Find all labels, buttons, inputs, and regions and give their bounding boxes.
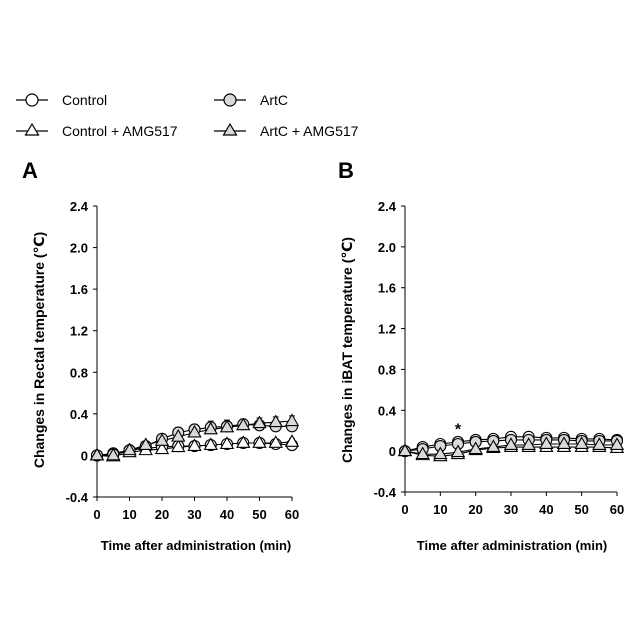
panel-a-x-tick-label: 30 [187, 507, 201, 522]
panel-a-y-tick-label: 1.2 [70, 324, 88, 339]
legend-label-artc-amg517: ArtC + AMG517 [260, 123, 359, 139]
panel-b-x-tick-label: 40 [539, 502, 553, 517]
panel-b-letter: B [338, 158, 354, 183]
panel-a-x-tick-label: 0 [93, 507, 100, 522]
panel-b-y-tick-label: 0.8 [378, 362, 396, 377]
panel-b-y-tick-label: 2.0 [378, 240, 396, 255]
panel-a-x-tick-label: 40 [220, 507, 234, 522]
panel-a-x-axis-title: Time after administration (min) [101, 538, 291, 553]
legend-label-control-amg517: Control + AMG517 [62, 123, 178, 139]
panel-a-y-tick-label: 0.4 [70, 407, 89, 422]
panel-b-x-tick-label: 0 [401, 502, 408, 517]
panel-b-y-tick-label: 1.2 [378, 322, 396, 337]
panel-b-x-tick-label: 50 [574, 502, 588, 517]
panel-a-x-tick-label: 60 [285, 507, 299, 522]
panel-a-y-tick-label: 0 [81, 448, 88, 463]
panel-a-y-tick-label: -0.4 [66, 490, 89, 505]
legend-item-control: Control [16, 92, 107, 108]
panel-a-x-tick-label: 20 [155, 507, 169, 522]
panel-a-y-tick-label: 2.0 [70, 241, 88, 256]
legend-label-artc: ArtC [260, 92, 288, 108]
panel-b-x-tick-label: 20 [468, 502, 482, 517]
panel-b-x-axis-title: Time after administration (min) [417, 538, 607, 553]
panel-b-y-tick-label: 0 [389, 444, 396, 459]
panel-b-significance-asterisk: * [455, 422, 462, 439]
legend-label-control: Control [62, 92, 107, 108]
circle-open-icon [26, 94, 38, 106]
panel-a-y-tick-label: 1.6 [70, 282, 88, 297]
panel-b-y-tick-label: 2.4 [378, 199, 397, 214]
circle-grey-icon [224, 94, 236, 106]
panel-b-x-tick-label: 60 [610, 502, 624, 517]
panel-a-x-tick-label: 50 [252, 507, 266, 522]
panel-b-y-tick-label: 0.4 [378, 403, 397, 418]
panel-a-y-axis-title: Changes in Rectal temperature (℃) [31, 232, 47, 468]
panel-a-y-tick-label: 2.4 [70, 199, 89, 214]
panel-a-x-tick-label: 10 [122, 507, 136, 522]
panel-b-y-axis-title: Changes in iBAT temperature (℃) [339, 237, 355, 463]
panel-b-y-tick-label: -0.4 [374, 485, 397, 500]
panel-b-x-tick-label: 30 [504, 502, 518, 517]
panel-a-letter: A [22, 158, 38, 183]
panel-b-x-tick-label: 10 [433, 502, 447, 517]
panel-b-y-tick-label: 1.6 [378, 281, 396, 296]
panel-a-y-tick-label: 0.8 [70, 365, 88, 380]
